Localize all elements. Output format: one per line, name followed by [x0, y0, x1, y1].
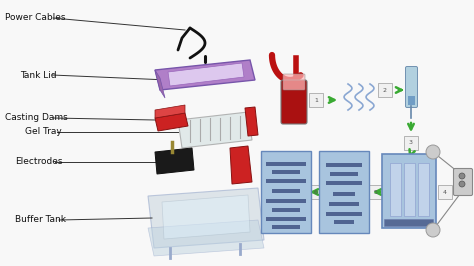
Polygon shape: [162, 195, 250, 239]
Polygon shape: [155, 148, 194, 174]
Bar: [266, 162, 306, 166]
Bar: [266, 217, 306, 221]
FancyBboxPatch shape: [408, 95, 415, 105]
Bar: [272, 208, 300, 212]
FancyBboxPatch shape: [319, 151, 369, 233]
Text: Buffer Tank: Buffer Tank: [15, 215, 66, 225]
FancyBboxPatch shape: [382, 154, 436, 228]
Bar: [272, 189, 300, 193]
Text: 6: 6: [314, 189, 318, 194]
Polygon shape: [178, 112, 252, 148]
Bar: [329, 202, 359, 206]
Polygon shape: [230, 146, 252, 184]
Polygon shape: [155, 60, 255, 90]
Circle shape: [426, 145, 440, 159]
FancyBboxPatch shape: [384, 218, 434, 226]
FancyBboxPatch shape: [281, 80, 307, 124]
Text: Tank Lid: Tank Lid: [20, 70, 56, 80]
FancyBboxPatch shape: [405, 66, 418, 107]
Text: 5: 5: [374, 189, 378, 194]
FancyBboxPatch shape: [404, 163, 416, 215]
Polygon shape: [155, 113, 188, 131]
Circle shape: [426, 223, 440, 237]
Bar: [266, 199, 306, 203]
Bar: [333, 192, 355, 196]
Circle shape: [459, 173, 465, 179]
Bar: [272, 225, 300, 229]
Bar: [330, 172, 358, 176]
FancyBboxPatch shape: [391, 163, 401, 215]
Text: 2: 2: [383, 88, 387, 93]
Bar: [272, 170, 300, 174]
FancyBboxPatch shape: [261, 151, 311, 233]
Bar: [266, 179, 306, 183]
Bar: [334, 220, 354, 224]
Polygon shape: [155, 70, 165, 98]
Bar: [326, 212, 362, 216]
Text: 3: 3: [409, 140, 413, 146]
Polygon shape: [168, 63, 244, 86]
Bar: [326, 181, 362, 185]
FancyBboxPatch shape: [283, 74, 305, 90]
Text: Electrodes: Electrodes: [15, 157, 63, 167]
Polygon shape: [148, 188, 264, 248]
Polygon shape: [155, 105, 185, 118]
Circle shape: [459, 181, 465, 187]
Text: Power Cables: Power Cables: [5, 14, 65, 23]
Polygon shape: [148, 220, 264, 256]
Text: Gel Tray: Gel Tray: [25, 127, 62, 136]
Bar: [326, 163, 362, 167]
Text: Casting Dams: Casting Dams: [5, 114, 68, 123]
Polygon shape: [245, 107, 258, 136]
Text: 4: 4: [443, 189, 447, 194]
Text: 1: 1: [314, 98, 318, 102]
FancyBboxPatch shape: [419, 163, 429, 215]
FancyBboxPatch shape: [454, 168, 473, 196]
